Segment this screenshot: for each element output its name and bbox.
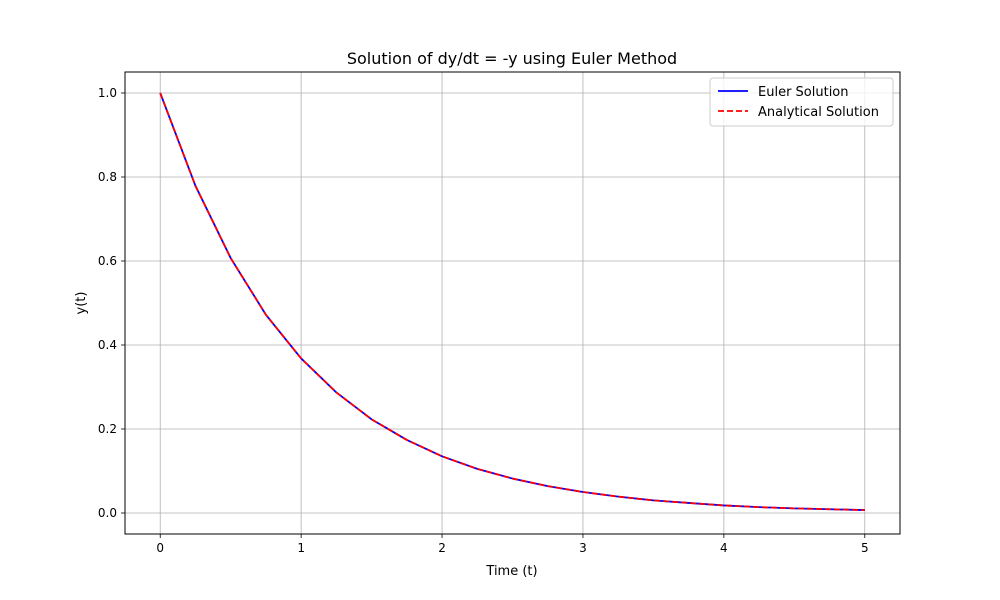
chart-title: Solution of dy/dt = -y using Euler Metho… (347, 49, 677, 68)
x-tick-label: 1 (297, 541, 305, 555)
y-tick-label: 0.8 (98, 170, 117, 184)
legend-label-analytical: Analytical Solution (758, 105, 879, 120)
x-tick-label: 3 (579, 541, 587, 555)
x-axis-label: Time (t) (485, 564, 537, 579)
series-line-analytical (159, 92, 865, 511)
grid-lines (125, 72, 900, 534)
plot-lines (159, 92, 865, 511)
series-line-euler (159, 92, 865, 511)
y-axis-label: y(t) (74, 292, 89, 315)
legend-box (709, 77, 894, 127)
y-tick-label: 1.0 (98, 86, 117, 100)
y-tick-label: 0.4 (98, 338, 117, 352)
plot-area-frame (124, 71, 901, 535)
y-tick-label: 0.2 (98, 422, 117, 436)
x-tick-label: 0 (156, 541, 164, 555)
legend-label-euler: Euler Solution (758, 85, 849, 100)
x-tick-label: 2 (438, 541, 446, 555)
axis-ticks: 0 1 2 3 4 5 0.0 0.2 0.4 0.6 0.8 1.0 (98, 86, 869, 555)
y-tick-label: 0.6 (98, 254, 117, 268)
y-tick-label: 0.0 (98, 506, 117, 520)
x-tick-label: 5 (861, 541, 869, 555)
legend: Euler Solution Analytical Solution (709, 77, 894, 127)
x-tick-label: 4 (720, 541, 728, 555)
